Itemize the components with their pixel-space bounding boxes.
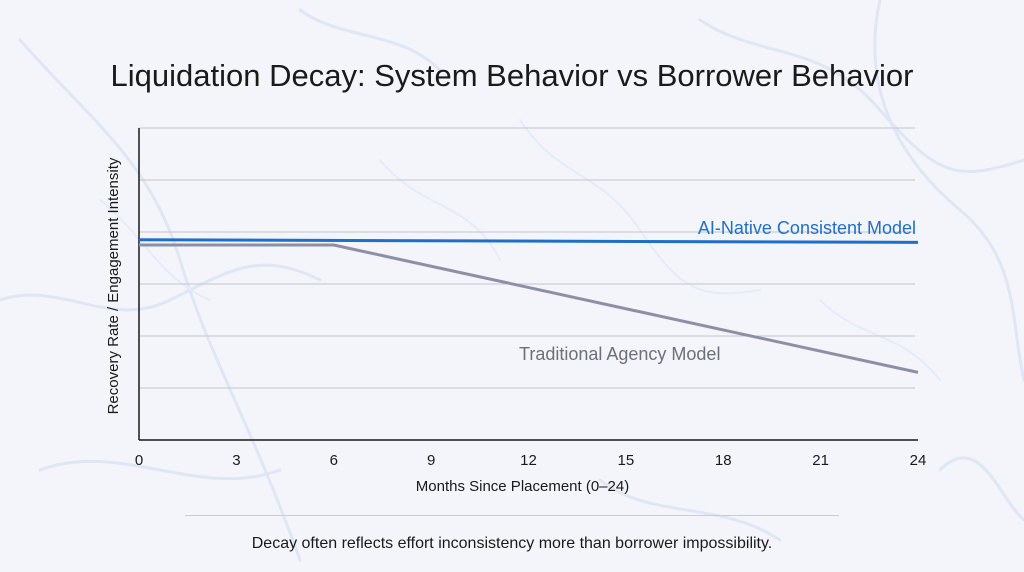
y-axis-label: Recovery Rate / Engagement Intensity [105, 157, 122, 414]
series-label-ai-native: AI-Native Consistent Model [698, 218, 916, 238]
x-tick-label: 6 [330, 452, 338, 469]
x-tick-label: 3 [232, 452, 240, 469]
x-tick-label: 24 [910, 452, 927, 469]
divider [185, 515, 839, 516]
x-axis-label: Months Since Placement (0–24) [416, 478, 629, 495]
series-line-ai-native [138, 238, 919, 244]
x-tick-label: 15 [618, 452, 635, 469]
chart-caption: Decay often reflects effort inconsistenc… [251, 535, 773, 552]
x-tick-label: 0 [135, 452, 143, 469]
x-tick-label: 12 [520, 452, 537, 469]
chart-title: Liquidation Decay: System Behavior vs Bo… [110, 58, 914, 93]
series-label-traditional-agency: Traditional Agency Model [519, 344, 720, 364]
x-tick-label: 9 [427, 452, 435, 469]
series-line-traditional-agency [139, 243, 919, 374]
x-tick-label: 18 [715, 452, 732, 469]
x-tick-label: 21 [812, 452, 829, 469]
